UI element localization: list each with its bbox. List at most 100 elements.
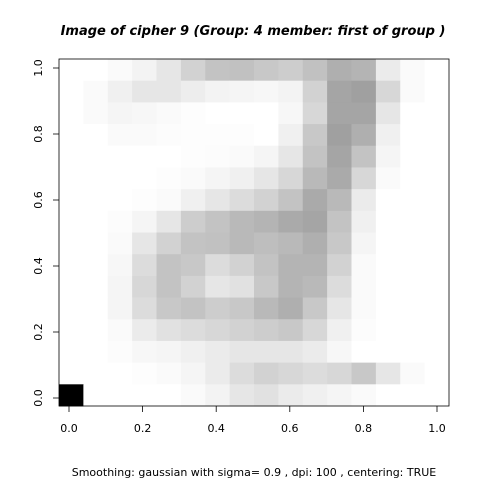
heatmap-cell bbox=[351, 124, 377, 147]
heatmap-cell bbox=[375, 319, 401, 342]
heatmap-cell bbox=[59, 189, 84, 212]
heatmap-cell bbox=[327, 124, 352, 147]
heatmap-cell bbox=[351, 189, 377, 212]
heatmap-cell bbox=[375, 340, 401, 364]
heatmap-cell bbox=[205, 210, 231, 233]
heatmap-cell bbox=[107, 340, 133, 364]
chart-title: Image of cipher 9 (Group: 4 member: firs… bbox=[61, 24, 446, 39]
heatmap-cell bbox=[254, 232, 279, 255]
heatmap-cell bbox=[327, 319, 352, 342]
heatmap-cell bbox=[400, 102, 426, 125]
heatmap-cell bbox=[180, 319, 206, 342]
heatmap-cell bbox=[375, 297, 401, 320]
heatmap-cell bbox=[351, 145, 377, 168]
heatmap-cell bbox=[400, 340, 426, 364]
heatmap-cell bbox=[400, 59, 426, 82]
heatmap-cell bbox=[156, 297, 182, 320]
heatmap-cell bbox=[400, 297, 426, 320]
heatmap-cell bbox=[132, 189, 157, 212]
heatmap-cell bbox=[83, 232, 109, 255]
y-axis: 0.0 0.2 0.4 0.6 0.8 1.0 bbox=[32, 59, 59, 407]
heatmap-cell bbox=[302, 297, 328, 320]
heatmap-cell bbox=[327, 210, 352, 233]
heatmap-cell bbox=[132, 102, 157, 125]
heatmap-cell bbox=[205, 145, 231, 168]
heatmap-cell bbox=[302, 145, 328, 168]
heatmap-cell bbox=[83, 80, 109, 103]
heatmap-cell bbox=[107, 297, 133, 320]
heatmap-cell bbox=[156, 254, 182, 277]
heatmap-cell bbox=[156, 80, 182, 103]
heatmap-cell bbox=[59, 340, 84, 364]
heatmap-cell bbox=[375, 59, 401, 82]
heatmap-cell bbox=[400, 254, 426, 277]
heatmap-cell bbox=[278, 232, 304, 255]
heatmap-cell bbox=[180, 362, 206, 385]
heatmap-cell bbox=[180, 232, 206, 255]
heatmap-cell bbox=[400, 167, 426, 190]
heatmap-cell bbox=[375, 124, 401, 147]
heatmap-cell bbox=[254, 319, 279, 342]
heatmap-cell bbox=[375, 145, 401, 168]
heatmap-cell bbox=[375, 254, 401, 277]
plot-frame bbox=[58, 58, 450, 407]
heatmap-cell bbox=[107, 362, 133, 385]
y-tick-label: 0.0 bbox=[32, 389, 45, 407]
heatmap-cell bbox=[400, 189, 426, 212]
heatmap-cell bbox=[59, 232, 84, 255]
heatmap-cell bbox=[424, 297, 450, 320]
heatmap-cell bbox=[229, 102, 255, 125]
heatmap-cell bbox=[132, 297, 157, 320]
heatmap-cell bbox=[400, 232, 426, 255]
heatmap-cell bbox=[424, 254, 450, 277]
heatmap-cell bbox=[180, 210, 206, 233]
heatmap-cell bbox=[59, 319, 84, 342]
heatmap-cell bbox=[107, 384, 133, 407]
heatmap-cell bbox=[180, 189, 206, 212]
heatmap-cell bbox=[132, 254, 157, 277]
heatmap-cell bbox=[302, 319, 328, 342]
heatmap-cell bbox=[400, 384, 426, 407]
heatmap-cell bbox=[302, 59, 328, 82]
heatmap-cell bbox=[351, 384, 377, 407]
heatmap-cell bbox=[156, 59, 182, 82]
heatmap-cell bbox=[205, 254, 231, 277]
heatmap-cell bbox=[205, 102, 231, 125]
heatmap-cell bbox=[107, 145, 133, 168]
heatmap-cell bbox=[205, 297, 231, 320]
heatmap-cell bbox=[400, 210, 426, 233]
heatmap-cell bbox=[229, 340, 255, 364]
heatmap-cell bbox=[254, 145, 279, 168]
heatmap-cell bbox=[229, 275, 255, 298]
heatmap-cell bbox=[59, 59, 84, 82]
heatmap-cell bbox=[254, 384, 279, 407]
heatmap-cell bbox=[400, 80, 426, 103]
heatmap-cell bbox=[254, 275, 279, 298]
heatmap-cell bbox=[107, 189, 133, 212]
heatmap-cell bbox=[302, 340, 328, 364]
heatmap-cell bbox=[107, 167, 133, 190]
heatmap-cell bbox=[302, 254, 328, 277]
heatmap-cell bbox=[351, 232, 377, 255]
heatmap-cell bbox=[375, 362, 401, 385]
heatmap-cell bbox=[424, 362, 450, 385]
heatmap-cell bbox=[424, 275, 450, 298]
heatmap-cell bbox=[351, 59, 377, 82]
heatmap-cell bbox=[205, 384, 231, 407]
heatmap-cell bbox=[156, 384, 182, 407]
heatmap-cell bbox=[83, 275, 109, 298]
heatmap-cell bbox=[180, 297, 206, 320]
heatmap-cell bbox=[59, 297, 84, 320]
heatmap-cell bbox=[424, 59, 450, 82]
chart-subtitle: Smoothing: gaussian with sigma= 0.9 , dp… bbox=[72, 466, 437, 479]
heatmap-cell bbox=[327, 340, 352, 364]
heatmap-cell bbox=[107, 232, 133, 255]
x-axis: 0.0 0.2 0.4 0.6 0.8 1.0 bbox=[60, 406, 446, 435]
heatmap-cell bbox=[375, 210, 401, 233]
heatmap-cell bbox=[351, 275, 377, 298]
heatmap-cell bbox=[327, 80, 352, 103]
y-tick-label: 0.4 bbox=[32, 257, 45, 275]
x-tick-label: 0.6 bbox=[281, 422, 299, 435]
heatmap-cell bbox=[375, 232, 401, 255]
heatmap-cell bbox=[156, 362, 182, 385]
